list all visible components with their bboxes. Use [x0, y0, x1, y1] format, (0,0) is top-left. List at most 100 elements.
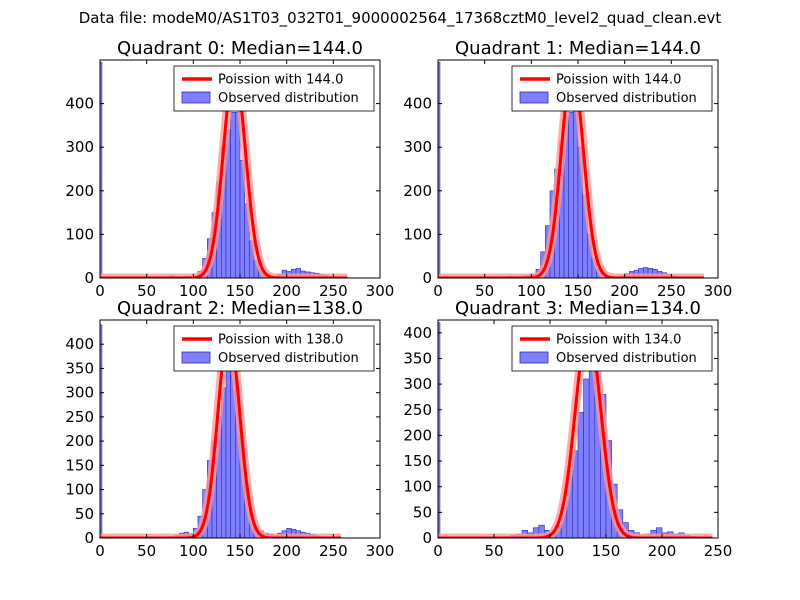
- histogram-bar: [568, 112, 574, 278]
- histogram-bar-edge: [438, 61, 441, 278]
- legend-swatch-observed: [519, 91, 549, 104]
- subplot-title: Quadrant 1: Median=144.0: [455, 38, 701, 59]
- y-tick-label: 0: [422, 269, 432, 287]
- y-tick-label: 50: [75, 505, 94, 523]
- subplot-title: Quadrant 2: Median=138.0: [117, 298, 363, 319]
- y-tick-label: 0: [422, 529, 432, 547]
- legend-label-observed: Observed distribution: [218, 91, 359, 106]
- subplot-grid: 0 50 100 150 200 250 300 0 100 200 300 400 Quadrant …: [65, 38, 732, 560]
- legend-box: [511, 65, 713, 112]
- y-tick-label: 300: [65, 384, 94, 402]
- y-tick-label: 0: [84, 529, 94, 547]
- x-tick-label: 150: [592, 542, 621, 560]
- plot-content: [100, 324, 345, 538]
- y-tick-label: 150: [65, 456, 94, 474]
- x-tick-label: 100: [179, 542, 208, 560]
- x-tick-label: 0: [95, 542, 105, 560]
- plot-content: [100, 61, 351, 278]
- y-tick-label: 0: [84, 269, 94, 287]
- x-tick-label: 0: [95, 282, 105, 300]
- y-tick-label: 200: [65, 182, 94, 200]
- legend-swatch-observed: [181, 91, 211, 104]
- subplot-title: Quadrant 0: Median=144.0: [117, 38, 363, 59]
- plot-content: [438, 322, 716, 538]
- x-tick-label: 300: [366, 282, 395, 300]
- subplot-quadrant-1: 0 50 100 150 200 250 300 0 100 200 300 400 Quadrant …: [403, 38, 732, 300]
- legend-label-poisson: Poission with 144.0: [218, 73, 343, 88]
- x-tick-label: 0: [433, 282, 443, 300]
- y-tick-label: 200: [403, 426, 432, 444]
- subplot-quadrant-2: 0 50 100 150 200 250 300 0 50 100 150 200 250 300 350 4…: [65, 298, 394, 560]
- histogram-bar: [235, 112, 241, 278]
- y-tick-label: 400: [403, 324, 432, 342]
- x-tick-label: 0: [433, 542, 443, 560]
- y-tick-label: 100: [65, 225, 94, 243]
- histogram-bar: [225, 358, 231, 538]
- y-tick-label: 400: [65, 335, 94, 353]
- legend: Poission with 144.0 Observed distribution: [173, 65, 375, 112]
- x-tick-label: 300: [366, 542, 395, 560]
- x-tick-label: 200: [272, 542, 301, 560]
- x-tick-label: 200: [610, 282, 639, 300]
- histogram-bar: [230, 112, 236, 278]
- y-tick-label: 400: [403, 95, 432, 113]
- x-tick-label: 50: [137, 542, 156, 560]
- poisson-curve: [100, 330, 342, 538]
- x-tick-label: 50: [484, 542, 503, 560]
- legend-swatch-observed: [519, 351, 549, 364]
- y-tick-label: 400: [65, 95, 94, 113]
- legend-label-poisson: Poission with 144.0: [556, 73, 681, 88]
- poisson-curve: [438, 328, 713, 538]
- y-tick-label: 100: [403, 478, 432, 496]
- histogram-bar: [583, 378, 590, 538]
- legend-label-poisson: Poission with 138.0: [218, 333, 343, 348]
- y-tick-label: 300: [403, 375, 432, 393]
- y-tick-label: 300: [403, 138, 432, 156]
- x-tick-label: 150: [226, 282, 255, 300]
- x-tick-label: 200: [272, 282, 301, 300]
- legend-label-observed: Observed distribution: [218, 351, 359, 366]
- histogram-bar-edge: [100, 324, 103, 538]
- subplot-quadrant-3: 0 50 100 150 200 250 0 50 100 150 200 250 300 350 400 Q…: [403, 298, 732, 560]
- x-tick-label: 100: [179, 282, 208, 300]
- histogram-bar-edge: [100, 61, 103, 278]
- y-tick-label: 350: [403, 349, 432, 367]
- legend: Poission with 138.0 Observed distribution: [173, 325, 375, 372]
- y-tick-label: 100: [403, 225, 432, 243]
- x-tick-label: 50: [475, 282, 494, 300]
- x-tick-label: 50: [137, 282, 156, 300]
- x-tick-label: 250: [704, 542, 733, 560]
- legend-box: [173, 65, 375, 112]
- subplot-quadrant-0: 0 50 100 150 200 250 300 0 100 200 300 400 Quadrant …: [65, 38, 394, 300]
- subplot-title: Quadrant 3: Median=134.0: [455, 298, 701, 319]
- poisson-curve: [100, 69, 348, 278]
- legend-box: [511, 325, 713, 372]
- x-tick-label: 250: [319, 282, 348, 300]
- x-tick-label: 150: [564, 282, 593, 300]
- y-tick-label: 200: [65, 432, 94, 450]
- y-tick-label: 350: [65, 359, 94, 377]
- y-tick-label: 200: [403, 182, 432, 200]
- x-tick-label: 200: [648, 542, 677, 560]
- y-tick-label: 300: [65, 138, 94, 156]
- y-tick-label: 250: [65, 408, 94, 426]
- legend-swatch-observed: [181, 351, 211, 364]
- y-tick-label: 100: [65, 481, 94, 499]
- legend-label-observed: Observed distribution: [556, 351, 697, 366]
- x-tick-label: 150: [226, 542, 255, 560]
- y-tick-label: 50: [413, 503, 432, 521]
- x-tick-label: 250: [319, 542, 348, 560]
- axes-frame: [437, 319, 719, 539]
- legend-box: [173, 325, 375, 372]
- legend-label-observed: Observed distribution: [556, 91, 697, 106]
- x-tick-label: 100: [517, 282, 546, 300]
- histogram-bar: [577, 412, 584, 538]
- x-tick-label: 100: [536, 542, 565, 560]
- x-tick-label: 300: [704, 282, 733, 300]
- y-tick-label: 250: [403, 401, 432, 419]
- x-tick-label: 250: [657, 282, 686, 300]
- legend-label-poisson: Poission with 134.0: [556, 333, 681, 348]
- legend: Poission with 134.0 Observed distribution: [511, 325, 713, 372]
- legend: Poission with 144.0 Observed distribution: [511, 65, 713, 112]
